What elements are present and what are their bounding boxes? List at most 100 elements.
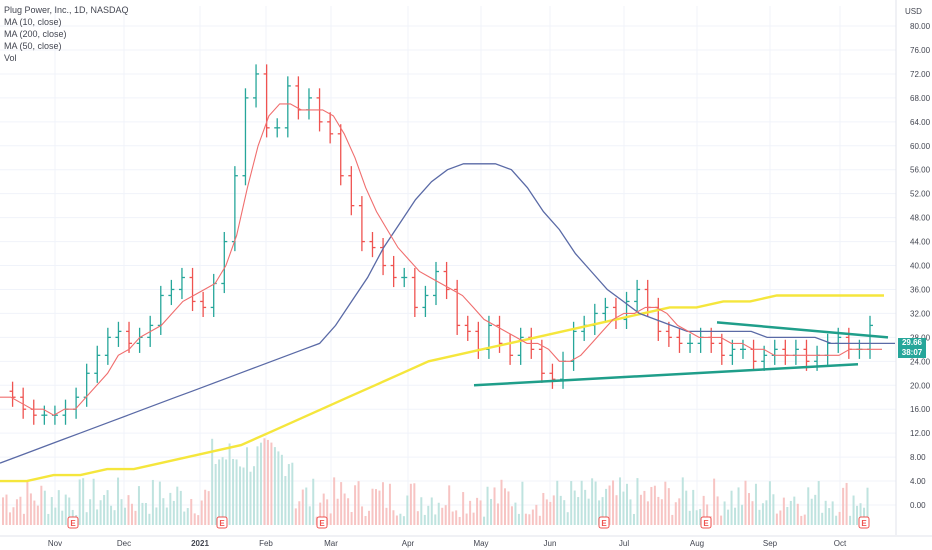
volume-bar [357, 481, 360, 525]
volume-bar [849, 515, 852, 525]
volume-bar [535, 504, 538, 525]
volume-bar [399, 513, 402, 525]
price-bar [348, 166, 355, 216]
volume-bar [754, 483, 757, 525]
earnings-marker-label: E [601, 519, 607, 528]
ma10-line [0, 103, 882, 416]
volume-bar [615, 495, 618, 525]
volume-bar [106, 490, 109, 525]
volume-bar [444, 505, 447, 525]
volume-bar [239, 466, 242, 525]
volume-bar [448, 485, 451, 525]
volume-bar [434, 514, 437, 525]
price-bar [687, 333, 694, 353]
volume-bar [549, 501, 552, 525]
volume-bar [26, 481, 29, 525]
volume-bar [395, 515, 398, 525]
y-tick-label: 32.00 [910, 309, 931, 318]
earnings-marker-label: E [70, 519, 76, 528]
volume-bar [685, 490, 688, 525]
trendline-upper [716, 321, 889, 339]
volume-bar [43, 490, 46, 525]
volume-bar [803, 514, 806, 525]
volume-bar [577, 497, 580, 525]
volume-bar [287, 464, 290, 525]
price-bar [263, 64, 270, 138]
volume-bar [706, 504, 709, 525]
legend-vol: Vol [4, 53, 17, 63]
price-bar [157, 285, 164, 335]
volume-bar [155, 507, 158, 525]
volume-bar [692, 489, 695, 525]
volume-bar [64, 494, 67, 525]
volume-bar [354, 485, 357, 525]
volume-bar [796, 503, 799, 525]
volume-bar [137, 486, 140, 525]
volume-bar [179, 490, 182, 525]
volume-bar [371, 488, 374, 525]
volume-bar [82, 478, 85, 525]
earnings-marker: E [216, 516, 228, 529]
volume-bar [148, 513, 151, 525]
volume-bar [406, 495, 409, 525]
x-tick-label: 2021 [191, 539, 209, 548]
volume-bar [374, 489, 377, 525]
x-tick-label: Apr [402, 539, 415, 548]
volume-bar [650, 486, 653, 525]
volume-bar [378, 490, 381, 525]
volume-bar [190, 498, 193, 525]
volume-bar [845, 482, 848, 525]
volume-bar [622, 491, 625, 525]
y-tick-label: 4.00 [910, 477, 926, 486]
volume-bar [336, 498, 339, 525]
price-bar [274, 118, 281, 138]
volume-bar [322, 493, 325, 525]
volume-bar [538, 515, 541, 525]
volume-bar [758, 509, 761, 525]
volume-bar [158, 481, 161, 525]
x-tick-label: Feb [259, 539, 273, 548]
y-tick-label: 28.00 [910, 333, 931, 342]
y-tick-label: 16.00 [910, 405, 931, 414]
volume-bar [40, 485, 43, 525]
earnings-marker-label: E [703, 519, 709, 528]
volume-bar [667, 488, 670, 525]
volume-bar [96, 509, 99, 525]
volume-bar [765, 500, 768, 525]
volume-bar [772, 494, 775, 525]
x-tick-label: Sep [763, 539, 778, 548]
volume-bar [664, 481, 667, 525]
ma50-line [0, 163, 895, 464]
volume-bar [521, 481, 524, 525]
volume-bar [660, 499, 663, 525]
volume-bar [810, 498, 813, 525]
volume-bar [130, 503, 133, 525]
price-bar [94, 345, 101, 383]
price-bar [9, 381, 16, 407]
volume-bar [608, 485, 611, 525]
volume-bar [228, 443, 231, 525]
volume-bar [301, 489, 304, 525]
volume-bar [828, 508, 831, 525]
volume-bar [120, 499, 123, 525]
y-tick-label: 80.00 [910, 22, 931, 31]
volume-bar [298, 501, 301, 525]
volume-bar [455, 510, 458, 525]
y-tick-label: 56.00 [910, 166, 931, 175]
volume-bar [542, 492, 545, 525]
y-tick-label: 44.00 [910, 238, 931, 247]
volume-bar [207, 491, 210, 525]
price-bar [433, 261, 439, 306]
volume-bar [61, 510, 64, 525]
volume-bar [699, 508, 702, 525]
earnings-marker-box [316, 516, 328, 529]
volume-bar [657, 496, 660, 525]
price-bar [549, 363, 556, 389]
legend-ma10: MA (10, close) [4, 17, 62, 27]
volume-bar [92, 478, 95, 525]
volume-bar [218, 459, 221, 525]
volume-bar [103, 494, 106, 525]
y-tick-label: 0.00 [910, 501, 926, 510]
volume-bar [305, 487, 308, 525]
